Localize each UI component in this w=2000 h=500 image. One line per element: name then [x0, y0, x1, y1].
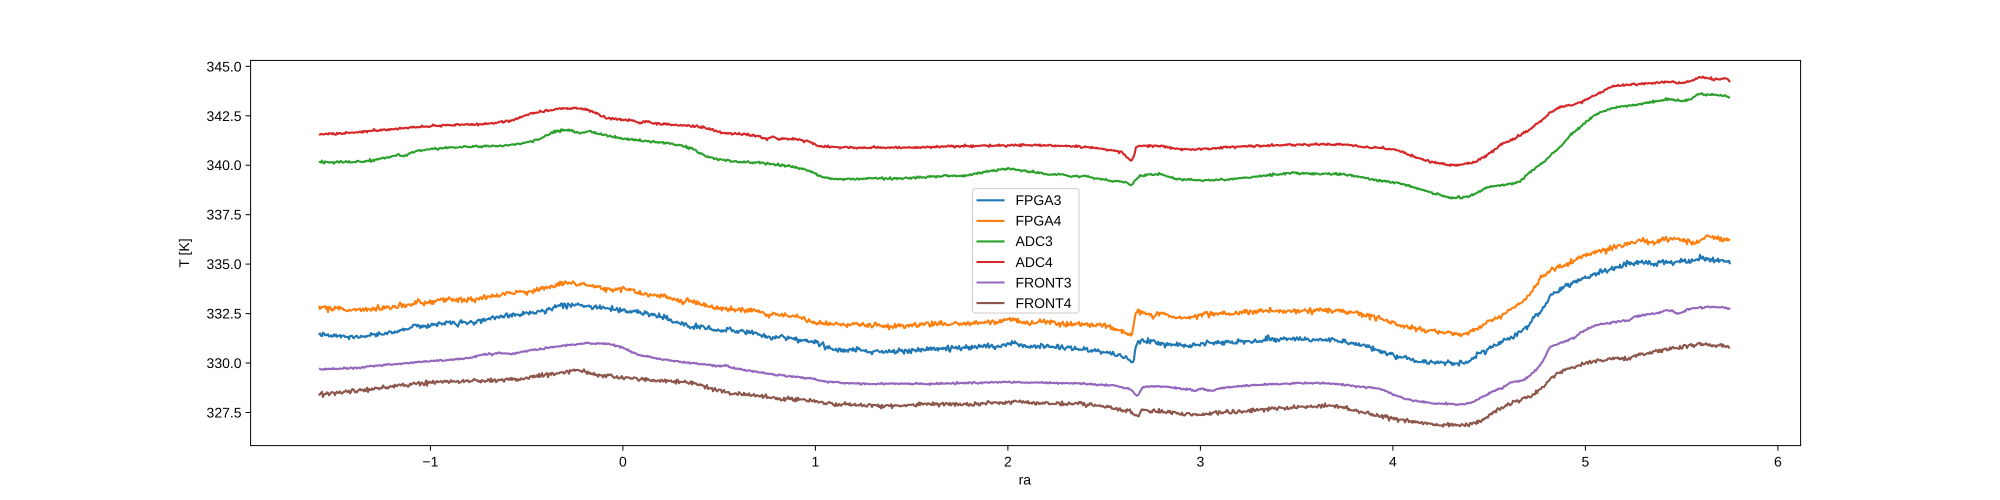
svg-text:2: 2 — [1004, 454, 1012, 470]
svg-text:0: 0 — [619, 454, 627, 470]
svg-text:330.0: 330.0 — [207, 355, 242, 371]
svg-text:ADC4: ADC4 — [1016, 254, 1054, 270]
svg-text:FRONT4: FRONT4 — [1016, 295, 1072, 311]
svg-text:ADC3: ADC3 — [1016, 233, 1054, 249]
svg-text:FPGA3: FPGA3 — [1016, 192, 1062, 208]
svg-text:3: 3 — [1197, 454, 1205, 470]
svg-text:FRONT3: FRONT3 — [1016, 274, 1072, 290]
svg-text:4: 4 — [1389, 454, 1397, 470]
svg-text:ra: ra — [1019, 472, 1032, 488]
svg-text:335.0: 335.0 — [207, 256, 242, 272]
svg-text:337.5: 337.5 — [207, 207, 242, 223]
svg-text:327.5: 327.5 — [207, 405, 242, 421]
svg-text:342.5: 342.5 — [207, 108, 242, 124]
svg-text:−1: −1 — [422, 454, 438, 470]
svg-text:340.0: 340.0 — [207, 157, 242, 173]
svg-text:345.0: 345.0 — [207, 58, 242, 74]
svg-text:T [K]: T [K] — [176, 238, 192, 267]
svg-text:332.5: 332.5 — [207, 306, 242, 322]
svg-text:1: 1 — [812, 454, 820, 470]
svg-text:FPGA4: FPGA4 — [1016, 213, 1062, 229]
svg-text:5: 5 — [1582, 454, 1590, 470]
svg-text:6: 6 — [1774, 454, 1782, 470]
